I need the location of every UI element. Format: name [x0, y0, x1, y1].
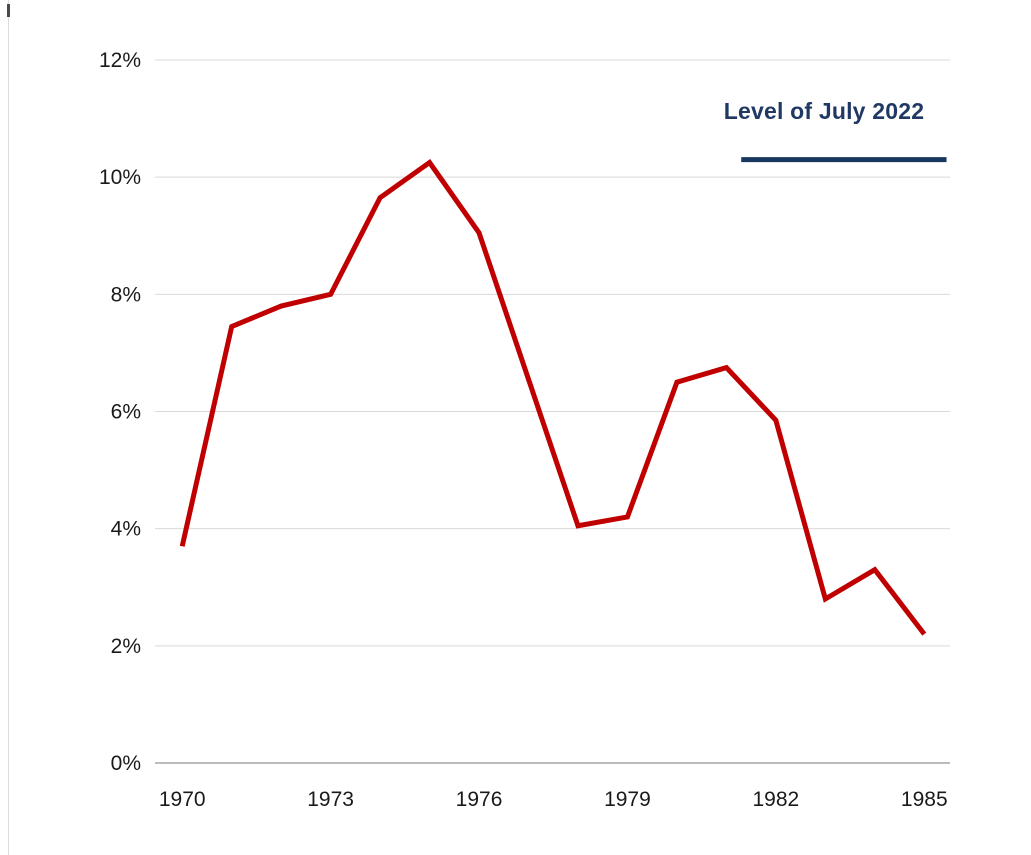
- x-tick-label: 1970: [159, 788, 206, 811]
- reference-line-label: Level of July 2022: [723, 98, 925, 124]
- x-tick-label: 1973: [307, 788, 354, 811]
- y-tick-label: 12%: [99, 49, 141, 72]
- x-tick-label: 1985: [901, 788, 948, 811]
- y-tick-label: 10%: [99, 166, 141, 189]
- y-tick-label: 0%: [111, 752, 141, 775]
- x-tick-label: 1982: [753, 788, 800, 811]
- page-edge-artifact: [7, 4, 10, 17]
- x-tick-label: 1979: [604, 788, 651, 811]
- y-tick-label: 4%: [111, 518, 141, 541]
- data-series-line: [179, 159, 927, 636]
- y-tick-label: 2%: [111, 635, 141, 658]
- x-tick-label: 1976: [456, 788, 503, 811]
- page-left-border: [8, 0, 9, 855]
- y-tick-label: 8%: [111, 283, 141, 306]
- y-tick-label: 6%: [111, 401, 141, 424]
